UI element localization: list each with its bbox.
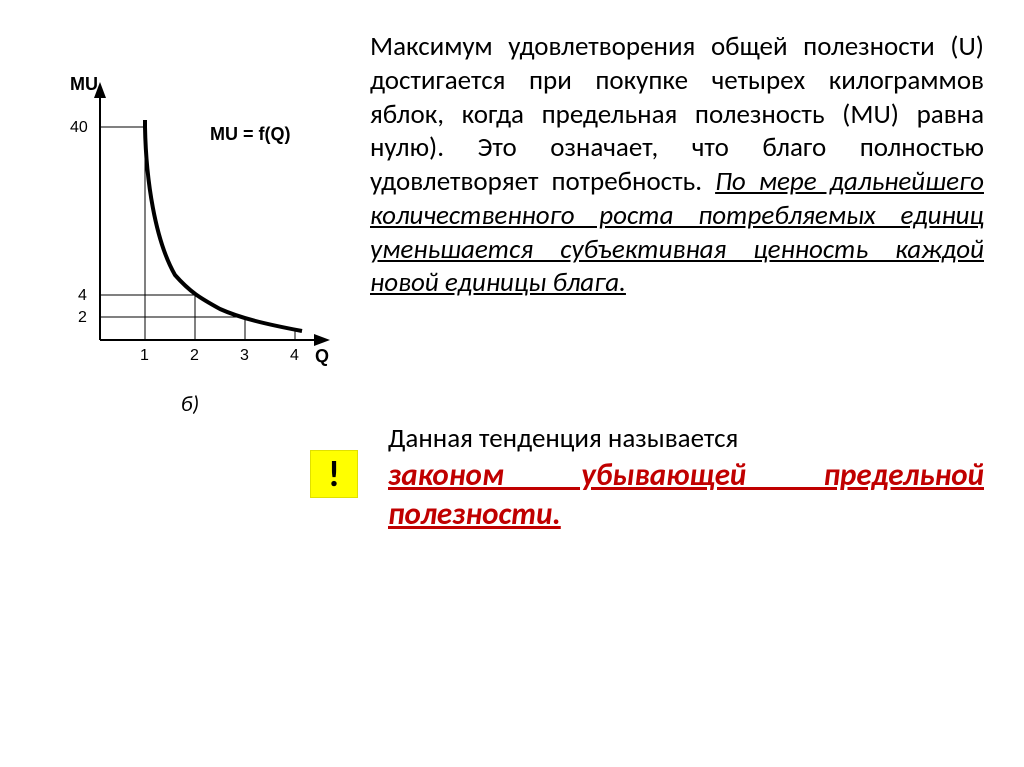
- y-tick-4: 4: [78, 287, 87, 304]
- mu-chart-block: MU MU = f(Q) 40 4 2 1: [40, 70, 340, 417]
- exclamation-icon: !: [310, 450, 358, 498]
- paragraph-1: Максимум удовлетворения общей полезности…: [370, 30, 984, 300]
- para2-lead: Данная тенденция называется: [388, 422, 738, 455]
- x-tick-2: 2: [190, 347, 199, 364]
- chart-formula: MU = f(Q): [210, 124, 291, 144]
- mu-curve: [145, 120, 302, 331]
- x-tick-1: 1: [140, 347, 149, 364]
- top-row: MU MU = f(Q) 40 4 2 1: [40, 30, 984, 417]
- x-tick-4: 4: [290, 347, 299, 364]
- bottom-row: ! Данная тенденция называется законом уб…: [40, 422, 984, 533]
- mu-chart-svg: MU MU = f(Q) 40 4 2 1: [40, 70, 340, 380]
- x-tick-3: 3: [240, 347, 249, 364]
- y-axis-label: MU: [70, 74, 98, 94]
- law-name: законом убывающей предельной полезности.: [388, 456, 984, 533]
- y-tick-2: 2: [78, 309, 87, 326]
- paragraph-2: Данная тенденция называется законом убыв…: [388, 422, 984, 533]
- page-container: MU MU = f(Q) 40 4 2 1: [40, 30, 984, 533]
- chart-caption: б): [181, 390, 199, 417]
- y-tick-40: 40: [70, 119, 88, 136]
- x-axis-label: Q: [315, 346, 329, 366]
